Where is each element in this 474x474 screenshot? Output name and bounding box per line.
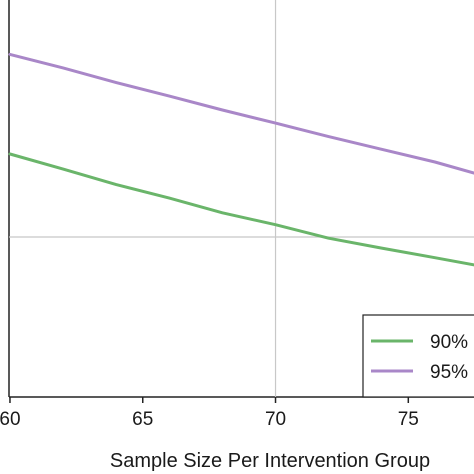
legend-label-1: 90% xyxy=(430,332,468,353)
series-lines xyxy=(8,52,474,267)
legend-label-2: 95% xyxy=(430,362,468,383)
x-tick-label: 60 xyxy=(0,409,21,430)
series-line-2 xyxy=(8,52,474,175)
x-tick-label: 65 xyxy=(132,409,153,430)
legend-box xyxy=(362,314,474,398)
x-tick-label: 70 xyxy=(265,409,286,430)
x-axis-title: Sample Size Per Intervention Group xyxy=(110,450,430,472)
grid-lines xyxy=(9,0,474,397)
series-line-1 xyxy=(8,152,474,267)
x-tick-label: 75 xyxy=(398,409,419,430)
x-axis-ticks: 60 65 70 75 xyxy=(0,397,419,430)
legend: 90%95% xyxy=(362,314,474,398)
